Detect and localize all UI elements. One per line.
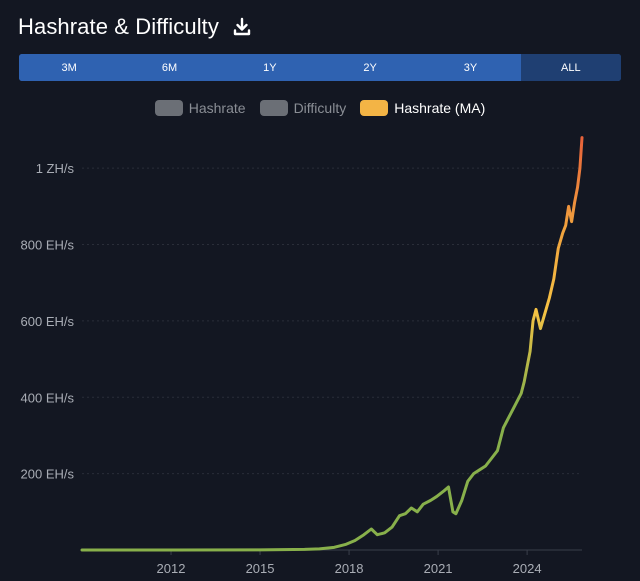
y-tick-label: 600 EH/s	[21, 314, 75, 329]
legend-item-difficulty[interactable]: Difficulty	[259, 100, 347, 116]
hashrate-chart: 200 EH/s 400 EH/s 600 EH/s 800 EH/s 1 ZH/s 20…	[21, 136, 584, 576]
legend-swatch-hashrate-ma	[360, 100, 389, 116]
legend-item-hashrate-ma[interactable]: Hashrate (MA)	[360, 100, 485, 116]
legend-item-hashrate[interactable]: Hashrate	[154, 100, 246, 116]
range-button-3y[interactable]: 3Y	[420, 54, 521, 81]
chart-legend: Hashrate Difficulty Hashrate (MA)	[0, 96, 640, 120]
series-line-hashrate-ma	[80, 136, 584, 552]
legend-swatch-difficulty	[259, 100, 288, 116]
legend-label-hashrate-ma: Hashrate (MA)	[394, 100, 486, 116]
x-tick-label: 2012	[157, 561, 186, 576]
x-tick-label: 2021	[424, 561, 453, 576]
legend-swatch-hashrate	[154, 100, 183, 116]
y-tick-label: 200 EH/s	[21, 467, 75, 482]
x-tick-label: 2024	[513, 561, 542, 576]
time-range-selector: 3M 6M 1Y 2Y 3Y ALL	[19, 54, 621, 81]
chart-title: Hashrate & Difficulty	[18, 14, 219, 39]
x-tick-label: 2018	[335, 561, 364, 576]
download-icon[interactable]	[231, 16, 253, 38]
legend-label-hashrate: Hashrate	[188, 100, 246, 116]
range-button-all[interactable]: ALL	[520, 54, 621, 81]
x-tick-label: 2015	[246, 561, 275, 576]
range-button-6m[interactable]: 6M	[119, 54, 220, 81]
range-button-1y[interactable]: 1Y	[219, 54, 320, 81]
chart-header: Hashrate & Difficulty	[18, 12, 253, 42]
range-button-2y[interactable]: 2Y	[319, 54, 421, 81]
y-tick-label: 1 ZH/s	[36, 161, 75, 176]
legend-label-difficulty: Difficulty	[293, 100, 347, 116]
y-tick-label: 800 EH/s	[21, 238, 75, 253]
y-tick-label: 400 EH/s	[21, 390, 75, 405]
range-button-3m[interactable]: 3M	[19, 54, 120, 81]
